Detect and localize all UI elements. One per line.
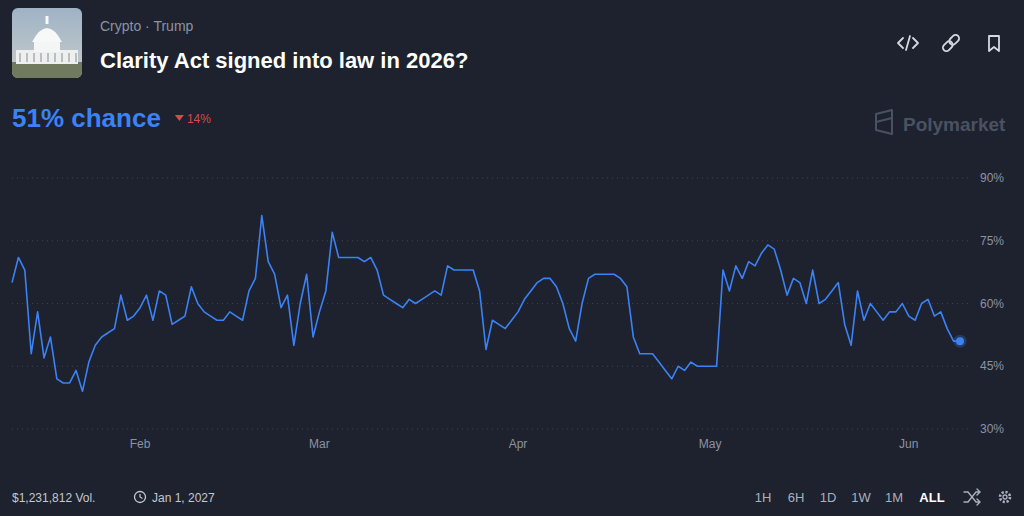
x-tick-label: Apr: [509, 437, 528, 451]
icon-column: [19, 53, 21, 62]
y-tick-label: 75%: [980, 234, 1004, 248]
title: Clarity Act signed into law in 2026?: [100, 48, 468, 73]
market-icon: [12, 8, 82, 78]
bookmark-button[interactable]: [989, 36, 999, 51]
link-icon: [948, 33, 961, 46]
range-button[interactable]: 1D: [820, 490, 837, 505]
x-tick-label: Feb: [130, 437, 151, 451]
watermark-logo: [876, 110, 892, 134]
chance: 51% chance: [12, 103, 161, 133]
link-icon: [941, 40, 954, 53]
icon-dome: [32, 28, 62, 42]
subtitle: Crypto · Trump: [100, 18, 194, 34]
embed-button[interactable]: [898, 36, 918, 50]
icon-ground: [12, 62, 82, 78]
icon-column: [75, 53, 77, 62]
gear-hub: [1003, 495, 1007, 499]
grid-line: [12, 429, 970, 430]
y-tick-label: 30%: [980, 422, 1004, 436]
watermark: Polymarket: [876, 110, 1006, 135]
grid-line: [12, 178, 970, 179]
y-tick-label: 45%: [980, 359, 1004, 373]
gear-teeth: [1000, 492, 1010, 502]
grid-line: [12, 366, 970, 367]
brand: Polymarket: [903, 114, 1006, 135]
change-arrow: [175, 115, 184, 121]
icon-column: [61, 53, 63, 62]
x-tick-label: May: [699, 437, 722, 451]
end-dot: [956, 337, 964, 345]
range-button[interactable]: ALL: [919, 490, 944, 505]
icon-column: [26, 53, 28, 62]
grid-line: [12, 240, 970, 241]
end-halo: [954, 335, 967, 348]
price-line: [12, 216, 960, 392]
range-button[interactable]: 1H: [755, 490, 772, 505]
icon-column: [68, 53, 70, 62]
page: Crypto · Trump Clarity Act signed into la…: [0, 0, 1024, 516]
y-tick-label: 60%: [980, 297, 1004, 311]
shuffle-button[interactable]: [964, 489, 980, 505]
icon-lantern: [46, 16, 49, 24]
icon-column: [47, 53, 49, 62]
change: 14%: [187, 112, 211, 126]
volume: $1,231,812 Vol.: [12, 491, 95, 505]
icon-column: [54, 53, 56, 62]
clock-hand: [140, 494, 143, 499]
icon-column: [33, 53, 35, 62]
background: [0, 0, 1024, 516]
range-button[interactable]: 1W: [851, 490, 871, 505]
end-date: Jan 1, 2027: [152, 491, 215, 505]
plot-area: [12, 216, 967, 392]
x-tick-label: Jun: [899, 437, 918, 451]
icon-sky: [12, 8, 82, 78]
y-tick-label: 90%: [980, 171, 1004, 185]
embed-icon: [898, 36, 918, 50]
link-button[interactable]: [941, 33, 960, 52]
icon-column: [40, 53, 42, 62]
icon-building: [16, 50, 78, 64]
range-button[interactable]: 1M: [885, 490, 903, 505]
x-tick-label: Mar: [309, 437, 330, 451]
settings-button[interactable]: [1000, 492, 1010, 502]
clock-icon: [135, 492, 146, 503]
range-button[interactable]: 6H: [788, 490, 805, 505]
